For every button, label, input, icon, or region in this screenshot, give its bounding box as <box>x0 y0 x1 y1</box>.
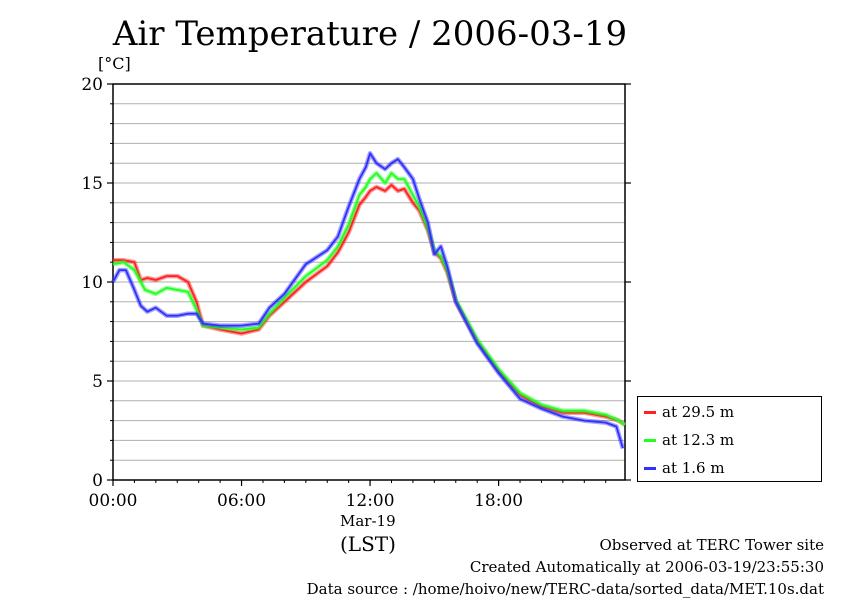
x-axis-date-label: Mar-19 <box>340 512 396 530</box>
chart-title: Air Temperature / 2006-03-19 <box>112 14 628 54</box>
series-line-0 <box>113 184 626 426</box>
x-tick-label: 06:00 <box>217 491 266 511</box>
y-tick-label: 20 <box>81 75 103 95</box>
legend-item: at 12.3 m <box>644 429 734 451</box>
legend-label: at 12.3 m <box>662 431 735 449</box>
x-axis-label: (LST) <box>340 532 396 556</box>
legend-swatch <box>644 466 656 470</box>
legend-label: at 29.5 m <box>662 403 735 421</box>
series-line-halo-1 <box>112 170 627 427</box>
y-axis-unit-label: [°C] <box>98 54 131 73</box>
x-tick-label: 00:00 <box>89 491 138 511</box>
footer-source: Data source : /home/hoivo/new/TERC-data/… <box>306 580 824 598</box>
legend-item: at 1.6 m <box>644 457 725 479</box>
legend-label: at 1.6 m <box>662 459 725 477</box>
legend-swatch <box>644 438 656 442</box>
legend-swatch <box>644 410 656 414</box>
legend-item: at 29.5 m <box>644 401 734 423</box>
footer-site: Observed at TERC Tower site <box>599 536 824 554</box>
series-line-halo-0 <box>113 182 627 427</box>
series-line-1 <box>112 172 626 426</box>
x-tick-label: 12:00 <box>346 491 395 511</box>
x-tick-label: 18:00 <box>474 491 523 511</box>
y-tick-label: 5 <box>92 372 103 392</box>
y-tick-label: 10 <box>81 273 103 293</box>
y-tick-label: 0 <box>92 471 103 491</box>
footer-created: Created Automatically at 2006-03-19/23:5… <box>469 558 824 576</box>
series-line-2 <box>112 152 624 449</box>
y-tick-label: 15 <box>81 174 103 194</box>
chart-legend: at 29.5 m at 12.3 m at 1.6 m <box>637 396 822 482</box>
